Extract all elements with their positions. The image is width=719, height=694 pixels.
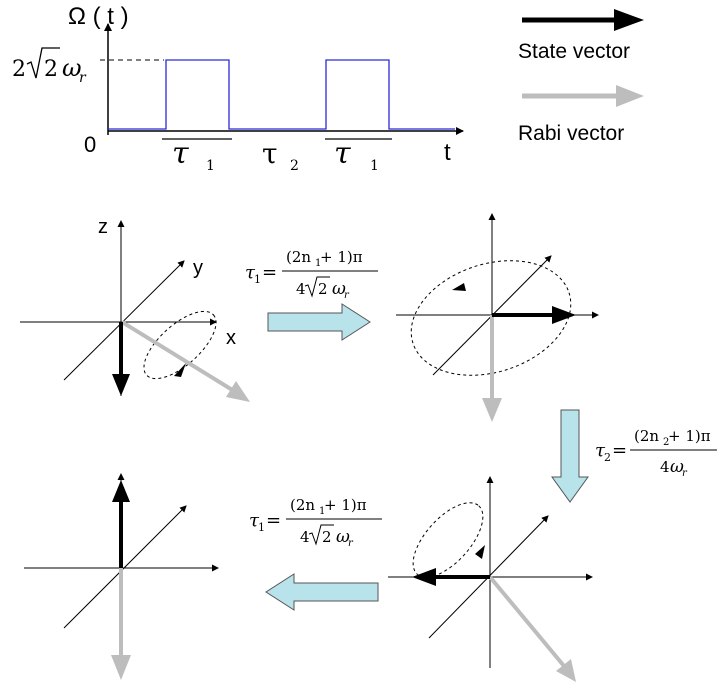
interval-symbol: τ	[172, 136, 189, 171]
bloch-diagram-final	[24, 473, 219, 680]
legend-state-label: State vector	[518, 40, 630, 63]
formula-num-sub: 1	[319, 506, 325, 517]
formula-equals: =	[266, 510, 281, 531]
formula-den-sub: r	[682, 468, 688, 479]
y-axis	[63, 260, 185, 381]
y-axis-label: y	[193, 257, 203, 279]
orbit-direction-arrow	[174, 363, 186, 377]
formula-equals: =	[612, 440, 627, 461]
formula-den-root: 2	[318, 280, 328, 298]
state-vector	[492, 306, 576, 324]
amplitude-label: 2 2 ω r	[12, 47, 87, 86]
formula-den-coeff: 4	[300, 528, 310, 546]
formula-den-sqrt	[308, 524, 334, 546]
rabi-vector	[482, 315, 502, 422]
legend-rabi-label: Rabi vector	[518, 122, 624, 145]
amplitude-root: 2	[44, 57, 58, 82]
precession-orbit	[143, 310, 217, 380]
formula-den-omega: ω	[332, 279, 346, 299]
formula-den-root: 2	[322, 528, 332, 546]
amplitude-coeff: 2	[12, 57, 26, 82]
bloch-diagram-after-tau2	[388, 476, 593, 682]
formula-tau1-second: τ 1 = (2n 1 + 1)π 4 2 ω r	[249, 496, 382, 549]
pulse-x-axis-label: t	[444, 139, 451, 166]
state-vector	[412, 568, 490, 586]
formula-num-sub: 1	[315, 258, 321, 269]
formula-tau1-first: τ 1 = (2n 1 + 1)π 4 2 ω r	[245, 248, 378, 301]
amplitude-omega-sub: r	[79, 70, 87, 86]
formula-num: (2n	[286, 248, 311, 266]
formula-lhs-sub: 1	[254, 273, 261, 286]
formula-equals: =	[262, 262, 277, 283]
legend-rabi-arrow	[522, 85, 644, 107]
formula-tau2: τ 2 = (2n 2 + 1)π 4 ω r	[595, 427, 717, 479]
precession-orbit	[412, 502, 484, 578]
legend-state-arrow	[522, 9, 644, 31]
formula-den-omega: ω	[670, 457, 684, 477]
pulse-y-axis-label: Ω ( t )	[68, 3, 129, 30]
interval-sub: 1	[370, 158, 379, 174]
formula-num-end: + 1)π	[320, 248, 363, 266]
legend: State vector Rabi vector	[518, 9, 644, 145]
formula-den-sub: r	[344, 290, 350, 301]
x-axis-label: x	[226, 327, 236, 349]
amplitude-omega: ω	[62, 54, 82, 82]
transition-arrow-left	[265, 573, 379, 611]
pulse-plot: Ω ( t ) 2 2 ω r 0 t τ 1 τ 2 τ 1	[12, 3, 464, 174]
rabi-vector	[111, 568, 131, 680]
formula-den-omega: ω	[336, 527, 350, 547]
formula-lhs-sub: 2	[604, 451, 611, 464]
interval-sub: 2	[290, 158, 299, 174]
y-axis	[63, 505, 187, 629]
formula-lhs: τ	[595, 440, 606, 461]
rabi-vector	[120, 320, 250, 402]
formula-lhs-sub: 1	[258, 521, 265, 534]
z-axis-label: z	[98, 216, 108, 238]
formula-den-sqrt	[304, 276, 330, 298]
formula-lhs: τ	[245, 262, 256, 283]
bloch-diagram-initial: z y x	[20, 216, 250, 402]
formula-den-coeff: 4	[660, 458, 670, 476]
interval-symbol: τ	[262, 137, 278, 170]
precession-orbit	[410, 260, 572, 376]
formula-lhs: τ	[249, 510, 260, 531]
formula-num-sub: 2	[663, 437, 669, 448]
formula-den-sub: r	[348, 538, 354, 549]
formula-den-coeff: 4	[296, 280, 306, 298]
interval-label-tau2: τ 2	[262, 137, 299, 174]
formula-num: (2n	[634, 427, 659, 445]
pulse-waveform	[108, 59, 455, 130]
interval-label-tau1-second: τ 1	[334, 136, 379, 174]
state-vector	[112, 322, 130, 396]
orbit-direction-arrow	[475, 545, 485, 559]
state-vector	[112, 480, 130, 568]
bloch-diagram-after-tau1	[396, 213, 599, 422]
rabi-vector	[488, 575, 576, 682]
formula-num-end: + 1)π	[668, 427, 711, 445]
amplitude-sqrt-sign	[26, 47, 60, 79]
interval-symbol: τ	[334, 136, 351, 171]
pulse-zero-label: 0	[84, 132, 96, 157]
formula-num: (2n	[290, 496, 315, 514]
transition-arrow-down	[551, 409, 589, 503]
orbit-direction-arrow	[452, 283, 466, 291]
interval-label-tau1-first: τ 1	[172, 136, 215, 174]
formula-num-end: + 1)π	[324, 496, 367, 514]
interval-sub: 1	[206, 158, 215, 174]
transition-arrow-right	[267, 303, 371, 341]
